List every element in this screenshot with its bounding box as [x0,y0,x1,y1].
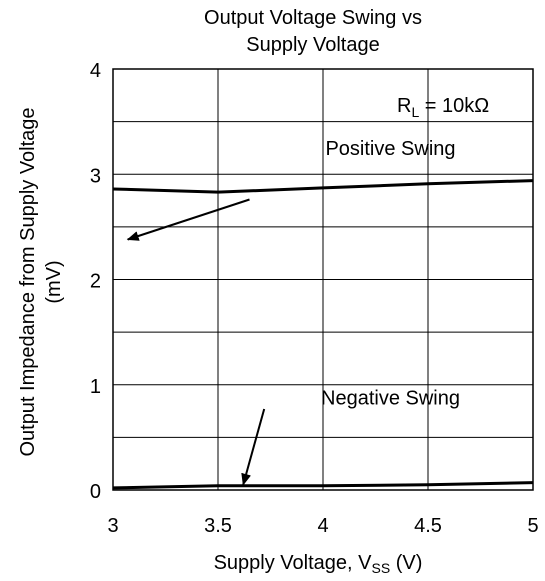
y-tick-label: 0 [90,481,101,503]
x-tick-label: 5 [527,515,538,537]
x-tick-label: 4 [317,515,328,537]
chart-title-line: Output Voltage Swing vs [204,7,422,29]
chart-title-line: Supply Voltage [246,34,379,56]
chart-title: Output Voltage Swing vs Supply Voltage [204,7,422,56]
y-axis-label: Output Impedance from Supply Voltage (mV) [17,107,65,456]
annotation-arrow-positive-swing [126,198,250,241]
grid [112,69,534,490]
condition-label: RL = 10kΩ [397,95,489,120]
x-axis-label: Supply Voltage, VSS (V) [214,552,423,576]
plot-frame [112,68,534,491]
y-tick-label: 2 [90,271,101,293]
x-tick-label: 3 [107,515,118,537]
y-axis-label-line: Output Impedance from Supply Voltage [17,107,39,456]
annotations: Positive Swing Negative Swing RL = 10kΩ [126,95,489,486]
x-tick-label: 3.5 [204,515,232,537]
series-lines [112,179,534,490]
y-axis-label-line: (mV) [43,260,65,303]
annotation-label-negative-swing: Negative Swing [321,387,460,409]
plot-border [112,68,534,491]
annotation-arrow-negative-swing [241,408,266,486]
y-tick-label: 1 [90,376,101,398]
annotation-label-positive-swing: Positive Swing [325,138,455,160]
tick-labels: 3 3.5 4 4.5 5 0 1 2 3 4 [90,60,539,537]
series-line-negative-swing [112,481,534,490]
x-tick-label: 4.5 [414,515,442,537]
series-line-positive-swing [112,179,534,194]
axis-labels: Supply Voltage, VSS (V) Output Impedance … [17,107,422,576]
y-tick-label: 4 [90,60,101,82]
y-tick-label: 3 [90,165,101,187]
